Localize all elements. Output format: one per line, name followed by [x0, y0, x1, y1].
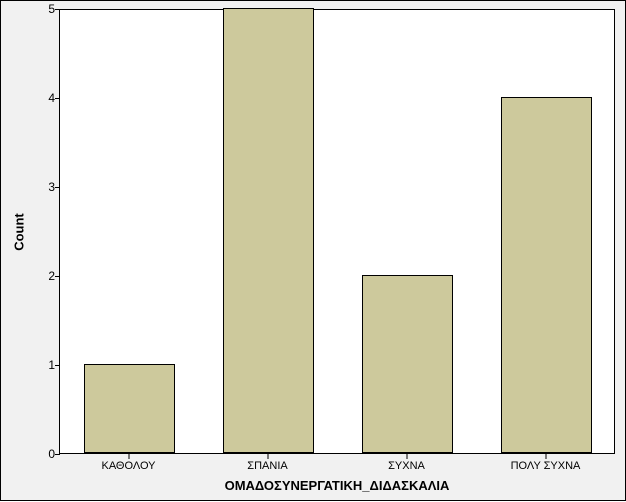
y-tick-label: 1	[7, 358, 59, 372]
y-tick-mark	[55, 98, 60, 99]
bar	[223, 8, 313, 453]
y-axis-title: Count	[12, 213, 27, 251]
y-tick-label: 5	[7, 2, 59, 16]
y-tick-label: 0	[7, 447, 59, 461]
y-tick-mark	[55, 365, 60, 366]
x-tick-label: ΚΑΘΟΛΟΥ	[101, 454, 155, 472]
bar	[501, 97, 591, 453]
plot-area	[59, 9, 615, 454]
x-tick-label: ΠΟΛΥ ΣΥΧΝΑ	[511, 454, 581, 472]
y-tick-label: 3	[7, 180, 59, 194]
bar	[362, 275, 452, 453]
y-tick-mark	[55, 276, 60, 277]
y-tick-area: 012345	[1, 9, 59, 454]
x-axis-title: ΟΜΑΔΟΣΥΝΕΡΓΑΤΙΚΗ_ΔΙΔΑΣΚΑΛΙΑ	[225, 478, 450, 493]
y-tick-mark	[55, 9, 60, 10]
bar-chart: 0 1 2 3 4 5 ΚΑΘΟΛΟΥ ΣΠΑΝΙΑ ΣΥΧΝΑ ΠΟΛΥ ΣΥΧΝΑ Coun…	[0, 0, 626, 501]
x-tick-label: ΣΠΑΝΙΑ	[247, 454, 287, 472]
bar	[84, 364, 174, 453]
y-tick-mark	[55, 187, 60, 188]
y-tick-label: 2	[7, 269, 59, 283]
y-tick-label: 4	[7, 91, 59, 105]
x-tick-label: ΣΥΧΝΑ	[388, 454, 425, 472]
